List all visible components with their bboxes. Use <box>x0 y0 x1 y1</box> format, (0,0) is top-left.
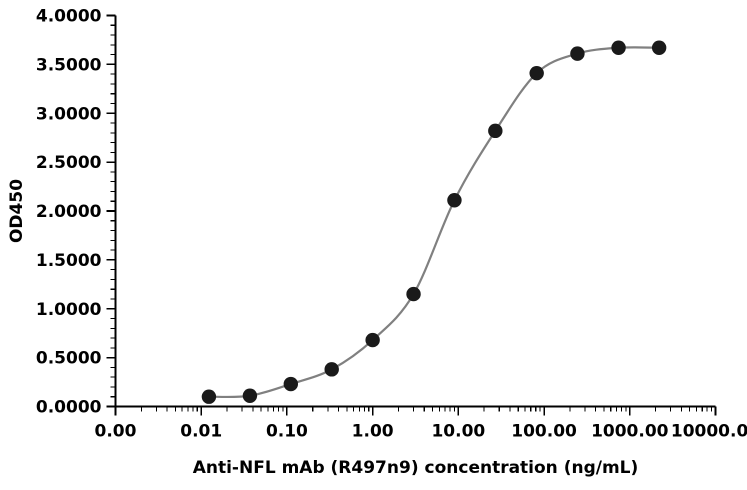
data-point <box>447 193 462 208</box>
data-point <box>201 389 217 404</box>
x-tick-label: 0.01 <box>180 422 222 442</box>
x-tick-label: 0.10 <box>266 422 308 442</box>
x-axis-minor-ticks <box>140 406 713 412</box>
data-point <box>488 123 503 139</box>
series-line <box>207 46 661 399</box>
data-point <box>324 362 339 377</box>
data-point <box>529 65 544 81</box>
data-point <box>283 376 299 392</box>
y-tick-label: 1.0000 <box>36 300 102 320</box>
x-tick-label: 100.00 <box>511 422 577 442</box>
x-axis-tick-labels: 0.00 0.01 0.10 1.00 10.00 100.00 1000.00 10000.… <box>95 422 747 442</box>
x-tick-label: 10.00 <box>431 422 485 442</box>
data-point <box>365 332 380 348</box>
y-tick-label: 4.0000 <box>36 7 102 27</box>
y-tick-label: 3.0000 <box>36 104 102 124</box>
x-tick-label: 1000.00 <box>591 422 669 442</box>
y-axis-major-ticks <box>106 14 116 408</box>
data-point <box>570 46 585 61</box>
y-tick-label: 2.0000 <box>36 202 102 222</box>
y-tick-label: 1.5000 <box>36 251 102 271</box>
y-tick-label: 0.0000 <box>36 398 102 418</box>
x-tick-label: 0.00 <box>95 422 137 442</box>
data-point <box>611 40 626 55</box>
x-axis-major-ticks <box>114 406 717 416</box>
data-point <box>406 286 421 302</box>
y-axis-tick-labels: 0.0000 0.5000 1.0000 1.5000 2.0000 2.5000 3.00… <box>36 7 102 418</box>
data-point <box>242 388 258 403</box>
y-axis-title: OD450 <box>7 179 27 243</box>
x-tick-label: 1.00 <box>352 422 394 442</box>
x-axis-title: Anti-NFL mAb (R497n9) concentration (ng/… <box>193 458 639 478</box>
series-markers <box>201 40 667 404</box>
y-tick-label: 0.5000 <box>36 349 102 369</box>
x-tick-label: 10000.00 <box>671 422 747 442</box>
data-point <box>651 40 667 55</box>
y-tick-label: 3.5000 <box>36 55 102 75</box>
y-axis-minor-ticks <box>110 24 116 398</box>
y-tick-label: 2.5000 <box>36 153 102 173</box>
